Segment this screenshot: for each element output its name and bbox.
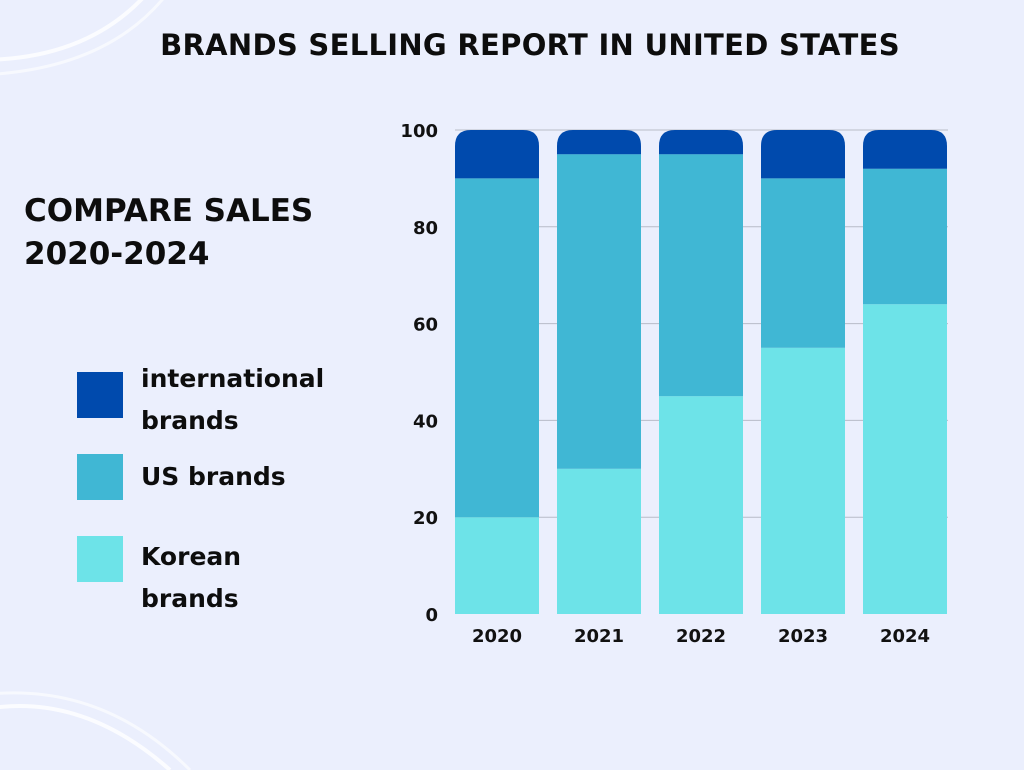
chart-title: BRANDS SELLING REPORT IN UNITED STATES xyxy=(160,28,900,62)
bar-segment xyxy=(455,130,539,179)
y-tick-label: 60 xyxy=(413,315,438,336)
bar-segment xyxy=(863,304,947,614)
y-tick-label: 0 xyxy=(425,605,438,626)
bar-segment xyxy=(659,396,743,614)
bar-segment xyxy=(761,347,845,614)
x-tick-label: 2024 xyxy=(880,626,930,647)
legend-label: Korean brands xyxy=(141,536,361,620)
legend-label-line: international xyxy=(141,364,325,393)
bar-segment xyxy=(455,178,539,518)
chart-subtitle: COMPARE SALES 2020-2024 xyxy=(24,190,313,276)
legend-swatch xyxy=(77,372,123,418)
y-tick-label: 20 xyxy=(413,508,438,529)
legend-swatch xyxy=(77,454,123,500)
x-tick-label: 2023 xyxy=(778,626,828,647)
subtitle-line: 2020-2024 xyxy=(24,236,210,272)
bar-segment xyxy=(659,130,743,155)
y-tick-label: 40 xyxy=(413,411,438,432)
legend-label-line: US brands xyxy=(141,462,286,491)
legend-swatch xyxy=(77,536,123,582)
bar-segment xyxy=(863,168,947,305)
bar-segment xyxy=(455,517,539,614)
legend-label-line: brands xyxy=(141,406,239,435)
bar-segment xyxy=(557,154,641,469)
x-tick-label: 2022 xyxy=(676,626,726,647)
x-tick-label: 2020 xyxy=(472,626,522,647)
legend-label: US brands xyxy=(141,456,361,498)
legend-item-us: US brands xyxy=(77,454,286,500)
bar-segment xyxy=(863,130,947,169)
legend-item-international: international brands xyxy=(77,364,324,435)
bar-segment xyxy=(557,468,641,614)
x-tick-label: 2021 xyxy=(574,626,624,647)
bar-segment xyxy=(557,130,641,155)
subtitle-line: COMPARE SALES xyxy=(24,193,314,229)
decorative-swirl-top-left xyxy=(0,0,164,76)
bar-segment xyxy=(761,178,845,348)
legend-label-line: brands xyxy=(141,584,239,613)
legend-item-korean: Korean brands xyxy=(77,536,241,613)
y-tick-label: 100 xyxy=(400,121,438,142)
decorative-swirl-bottom-left xyxy=(0,691,192,770)
legend-label: international brands xyxy=(141,358,361,442)
y-tick-label: 80 xyxy=(413,218,438,239)
bar-segment xyxy=(659,154,743,397)
legend-label-line: Korean xyxy=(141,542,242,571)
bar-segment xyxy=(761,130,845,179)
